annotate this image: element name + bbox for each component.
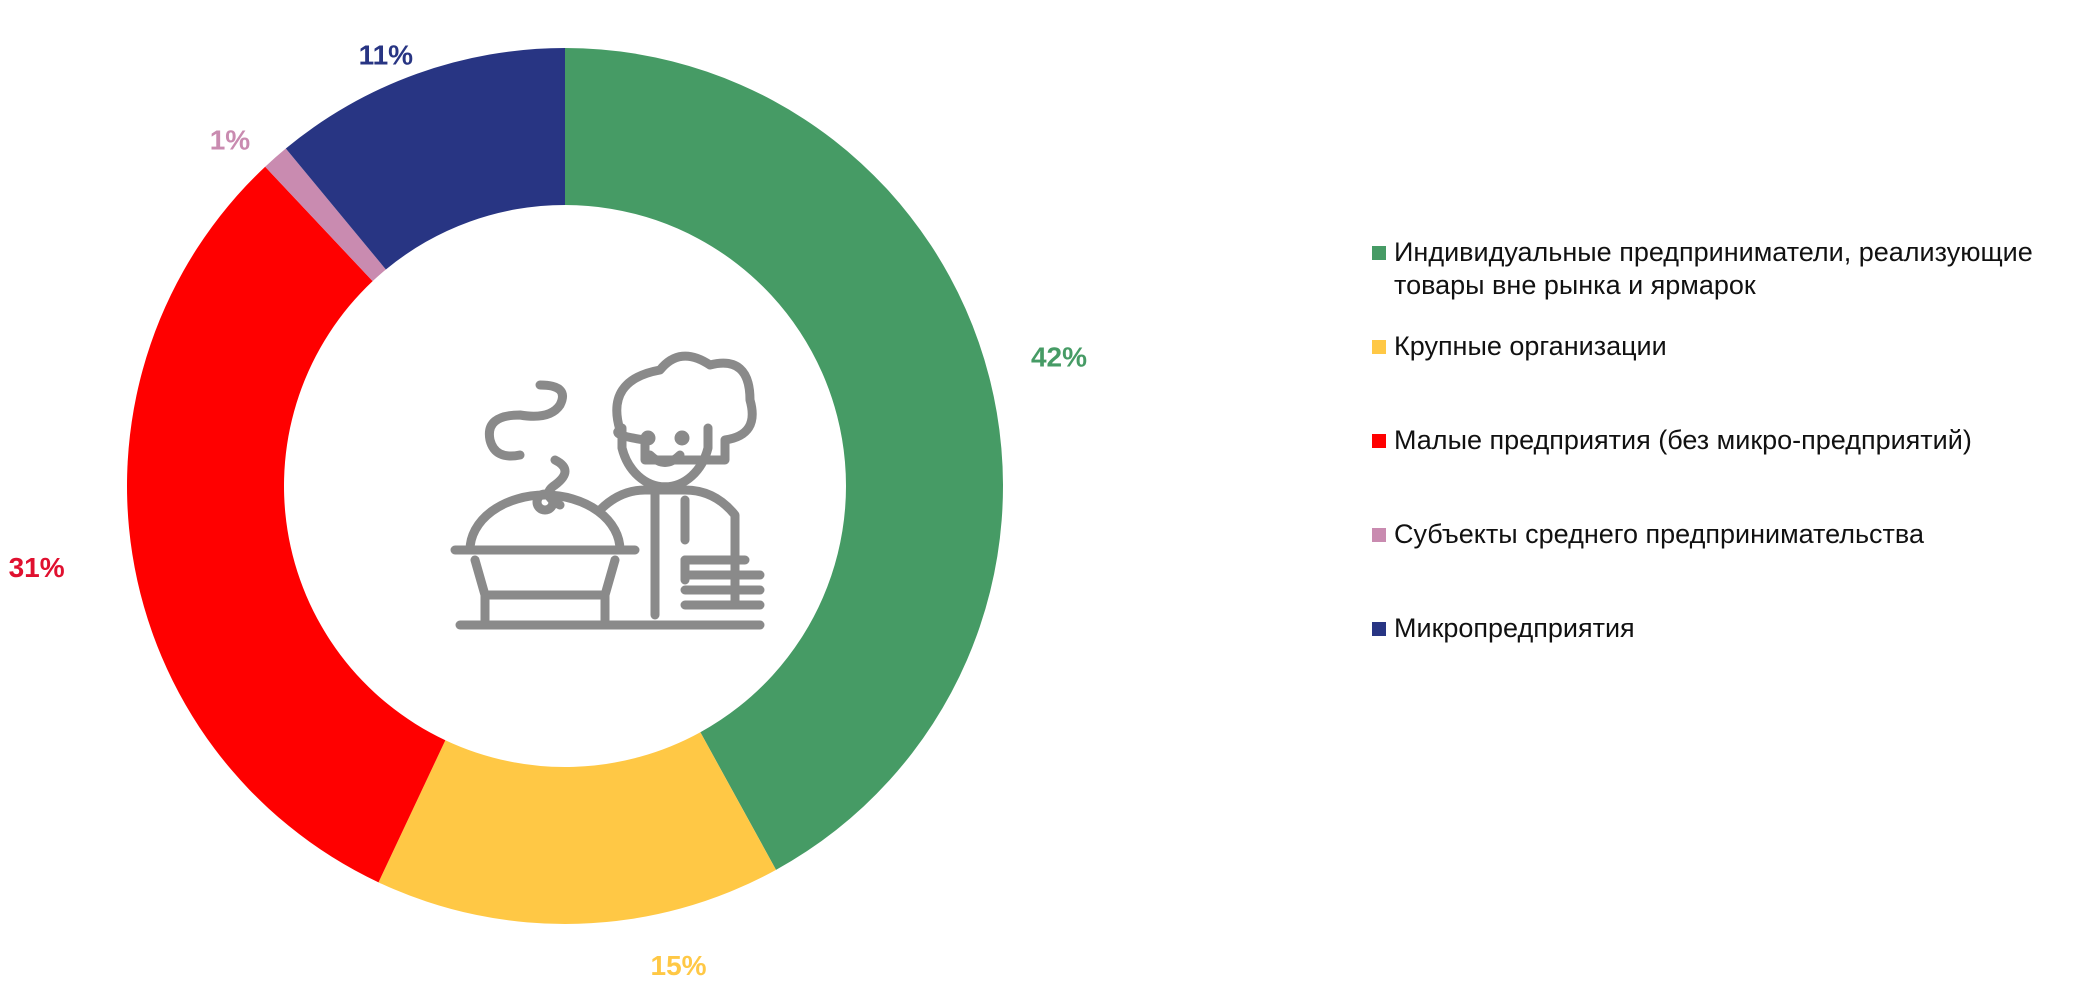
data-label: 42% [1031,342,1087,373]
legend-swatch [1372,246,1386,260]
data-label: 1% [210,125,251,156]
legend-item: Микропредприятия [1372,612,2092,645]
data-label: 11% [359,39,414,70]
legend-swatch [1372,340,1386,354]
legend-label: Микропредприятия [1394,613,1635,643]
legend-label: Малые предприятия (без микро-предприятий… [1394,425,1972,455]
donut-segment [265,148,386,282]
data-label: 15% [651,950,707,981]
legend-swatch [1372,434,1386,448]
donut-segment [285,48,565,270]
legend-label: Индивидуальные предприниматели, реализую… [1394,237,2033,300]
donut-segment [565,48,1003,870]
legend-item: Субъекты среднего предпринимательства [1372,518,2092,551]
arcs [127,48,1003,924]
data-labels: 42% 15% 31% 1% 11% [9,39,1088,981]
legend-label: Крупные организации [1394,331,1667,361]
data-label: 31% [9,552,65,583]
legend: Индивидуальные предприниматели, реализую… [1372,236,2092,706]
legend-swatch [1372,528,1386,542]
legend-item: Крупные организации [1372,330,2092,363]
chef-icon [450,351,765,630]
donut-segment [127,166,446,883]
donut-segment [378,732,777,924]
legend-label: Субъекты среднего предпринимательства [1394,519,1924,549]
legend-item: Индивидуальные предприниматели, реализую… [1372,236,2092,302]
legend-item: Малые предприятия (без микро-предприятий… [1372,424,2092,457]
legend-swatch [1372,622,1386,636]
